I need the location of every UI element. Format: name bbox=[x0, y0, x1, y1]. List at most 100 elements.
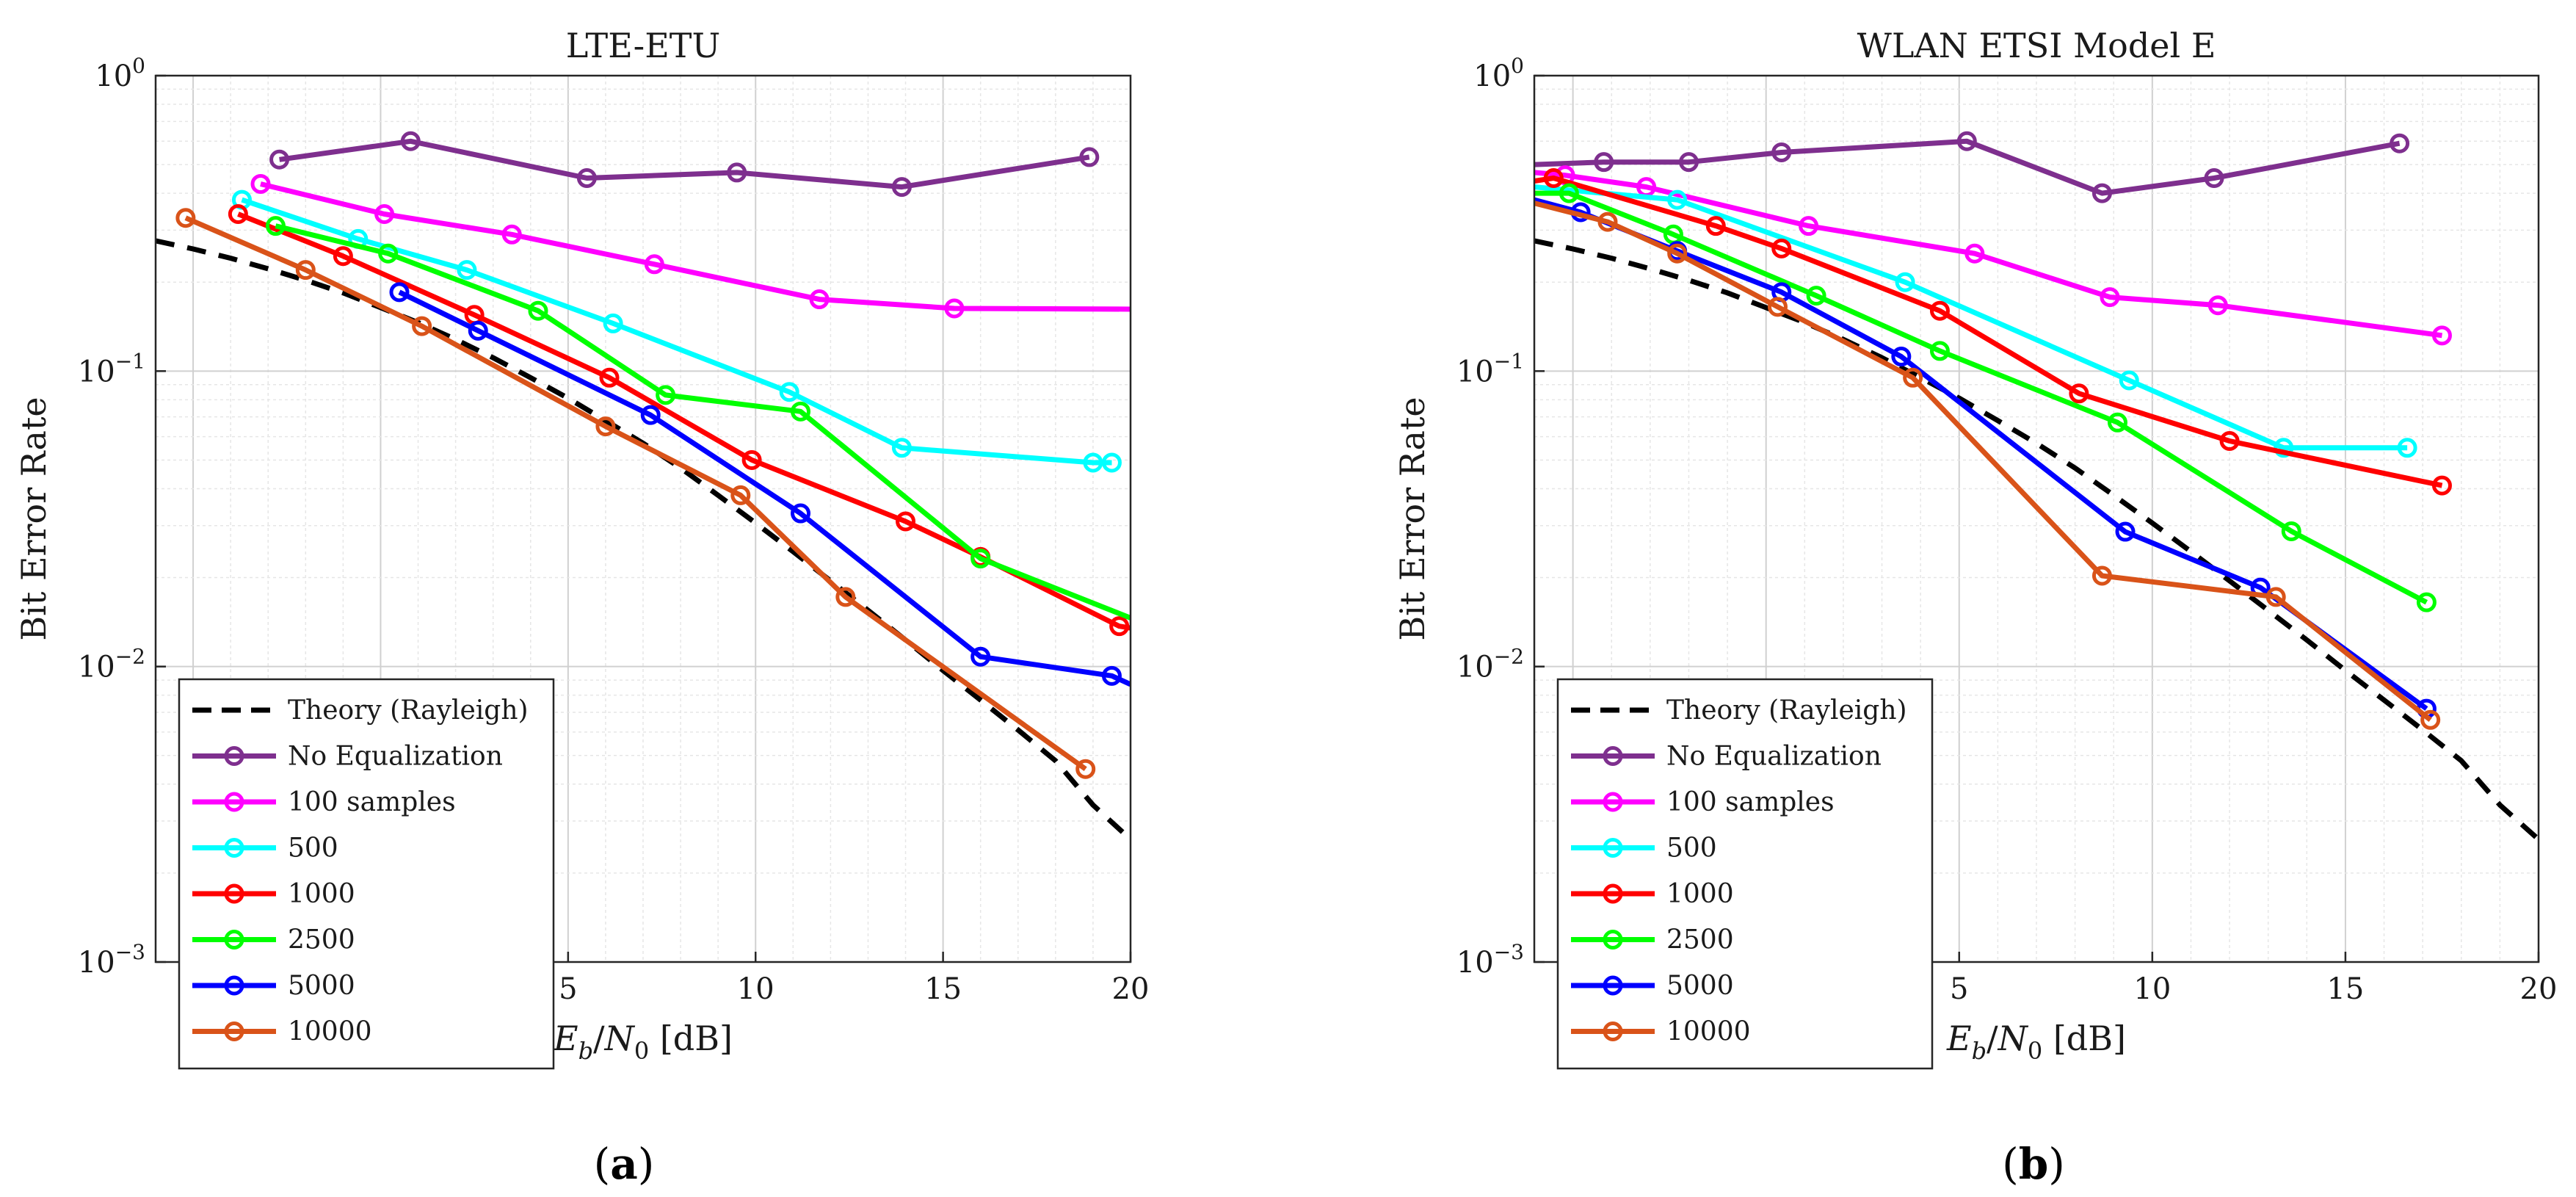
data-point-10000 bbox=[835, 587, 856, 607]
data-point-no-equalization bbox=[1956, 131, 1977, 151]
legend-entry: 2500 bbox=[288, 925, 355, 955]
data-point-10000 bbox=[595, 416, 616, 437]
y-tick-exponent: −3 bbox=[1494, 940, 1524, 964]
y-tick-exponent: 0 bbox=[1511, 54, 1524, 78]
y-tick-exponent: −1 bbox=[115, 349, 145, 373]
axes-box bbox=[154, 74, 1132, 963]
y-tick-exponent: −2 bbox=[115, 645, 145, 669]
data-point-2500 bbox=[2416, 592, 2437, 612]
data-point-1000 bbox=[1771, 238, 1792, 258]
data-point-100-samples bbox=[644, 254, 664, 275]
data-point-1000 bbox=[228, 204, 248, 225]
x-tick-label: 15 bbox=[2326, 972, 2364, 1006]
data-point-100-samples bbox=[2207, 295, 2228, 316]
data-point-10000 bbox=[175, 208, 196, 228]
y-tick-label: 10−2 bbox=[1456, 645, 1524, 684]
data-point-5000 bbox=[389, 282, 410, 303]
y-tick-base: 10 bbox=[1473, 59, 1511, 93]
legend-entry: 500 bbox=[1666, 833, 1717, 864]
data-point-500 bbox=[891, 438, 912, 458]
data-point-2500 bbox=[2281, 521, 2301, 541]
data-point-10000 bbox=[2265, 587, 2286, 607]
y-tick-label: 100 bbox=[95, 54, 145, 93]
data-point-10000 bbox=[1903, 367, 1923, 388]
data-point-100-samples bbox=[374, 204, 395, 225]
legend-marker bbox=[1603, 1021, 1623, 1041]
data-point-2500 bbox=[1559, 183, 1579, 203]
series-line-500 bbox=[1534, 184, 2408, 451]
series-line-100-samples bbox=[1534, 170, 2442, 339]
x-tick-label: 15 bbox=[924, 972, 962, 1006]
data-point-500 bbox=[2119, 370, 2139, 391]
data-point-500 bbox=[1895, 272, 1915, 292]
chart-title: WLAN ETSI Model E bbox=[1857, 26, 2216, 65]
data-point-10000 bbox=[2420, 709, 2441, 730]
y-tick-label: 10−1 bbox=[1456, 349, 1524, 388]
data-point-100-samples bbox=[501, 224, 522, 245]
y-tick-base: 10 bbox=[78, 946, 115, 980]
data-point-10000 bbox=[1597, 211, 1618, 232]
data-point-10000 bbox=[2091, 565, 2112, 586]
legend: Theory (Rayleigh) No Equalization 100 samp… bbox=[178, 678, 555, 1070]
legend-marker bbox=[224, 746, 244, 766]
legend-entry: 1000 bbox=[288, 879, 355, 909]
legend-entry: 10000 bbox=[1666, 1017, 1751, 1047]
data-point-1000 bbox=[333, 246, 353, 267]
legend-entry: Theory (Rayleigh) bbox=[288, 695, 529, 726]
x-tick-label: 5 bbox=[559, 972, 577, 1006]
panel-label: (a) bbox=[594, 1139, 655, 1189]
legend-marker bbox=[224, 975, 244, 996]
y-tick-exponent: 0 bbox=[132, 54, 145, 78]
y-tick-label: 10−3 bbox=[1456, 940, 1524, 980]
data-point-no-equalization bbox=[2390, 133, 2410, 153]
y-tick-label: 10−2 bbox=[78, 645, 145, 684]
legend-entry: 2500 bbox=[1666, 925, 1734, 955]
series-line-10000 bbox=[1534, 200, 2432, 723]
y-tick-base: 10 bbox=[95, 59, 132, 93]
x-tick-label: 5 bbox=[1950, 972, 1968, 1006]
x-axis-label: Eb/N0 [dB] bbox=[553, 1019, 733, 1065]
data-point-100-samples bbox=[2431, 325, 2452, 346]
data-point-no-equalization bbox=[2204, 168, 2224, 189]
data-point-1000 bbox=[1543, 168, 1564, 189]
data-point-no-equalization bbox=[1594, 152, 1614, 173]
data-point-5000 bbox=[2115, 521, 2136, 542]
data-point-100-samples bbox=[2100, 287, 2120, 308]
legend-entry: 5000 bbox=[1666, 971, 1734, 1001]
series-line-2500 bbox=[275, 223, 1131, 621]
legend-entry: Theory (Rayleigh) bbox=[1666, 695, 1907, 726]
legend-entry: 100 samples bbox=[288, 787, 456, 817]
x-axis-label: Eb/N0 [dB] bbox=[1946, 1019, 2126, 1065]
series-line-5000 bbox=[398, 289, 1131, 687]
data-point-no-equalization bbox=[1678, 152, 1699, 173]
data-point-1000 bbox=[2431, 475, 2452, 496]
x-tick-label: 20 bbox=[2520, 972, 2558, 1006]
x-tick-label: 20 bbox=[1112, 972, 1150, 1006]
legend-marker bbox=[224, 792, 244, 812]
data-point-no-equalization bbox=[1079, 147, 1100, 167]
series-group bbox=[156, 131, 1131, 842]
legend-entry: 500 bbox=[288, 833, 338, 864]
y-axis-label: Bit Error Rate bbox=[14, 397, 54, 640]
data-point-100-samples bbox=[1799, 216, 1819, 236]
data-point-5000 bbox=[468, 320, 488, 341]
data-point-2500 bbox=[656, 385, 676, 405]
data-point-no-equalization bbox=[2091, 183, 2112, 203]
data-point-no-equalization bbox=[1771, 142, 1792, 162]
legend-entry: 10000 bbox=[288, 1017, 372, 1047]
panel-label: (b) bbox=[2002, 1139, 2065, 1189]
legend-box bbox=[178, 678, 555, 1070]
legend-entry: 100 samples bbox=[1666, 787, 1835, 817]
legend-marker bbox=[1603, 838, 1623, 858]
legend-marker bbox=[1603, 883, 1623, 904]
y-tick-exponent: −1 bbox=[1494, 349, 1524, 373]
data-point-10000 bbox=[1075, 759, 1096, 779]
data-point-no-equalization bbox=[269, 149, 290, 170]
data-point-100-samples bbox=[250, 173, 271, 194]
data-point-500 bbox=[603, 313, 623, 333]
data-point-5000 bbox=[970, 646, 991, 667]
legend-entry: 1000 bbox=[1666, 879, 1734, 909]
data-point-1000 bbox=[2069, 383, 2089, 404]
legend-box bbox=[1556, 678, 1934, 1070]
